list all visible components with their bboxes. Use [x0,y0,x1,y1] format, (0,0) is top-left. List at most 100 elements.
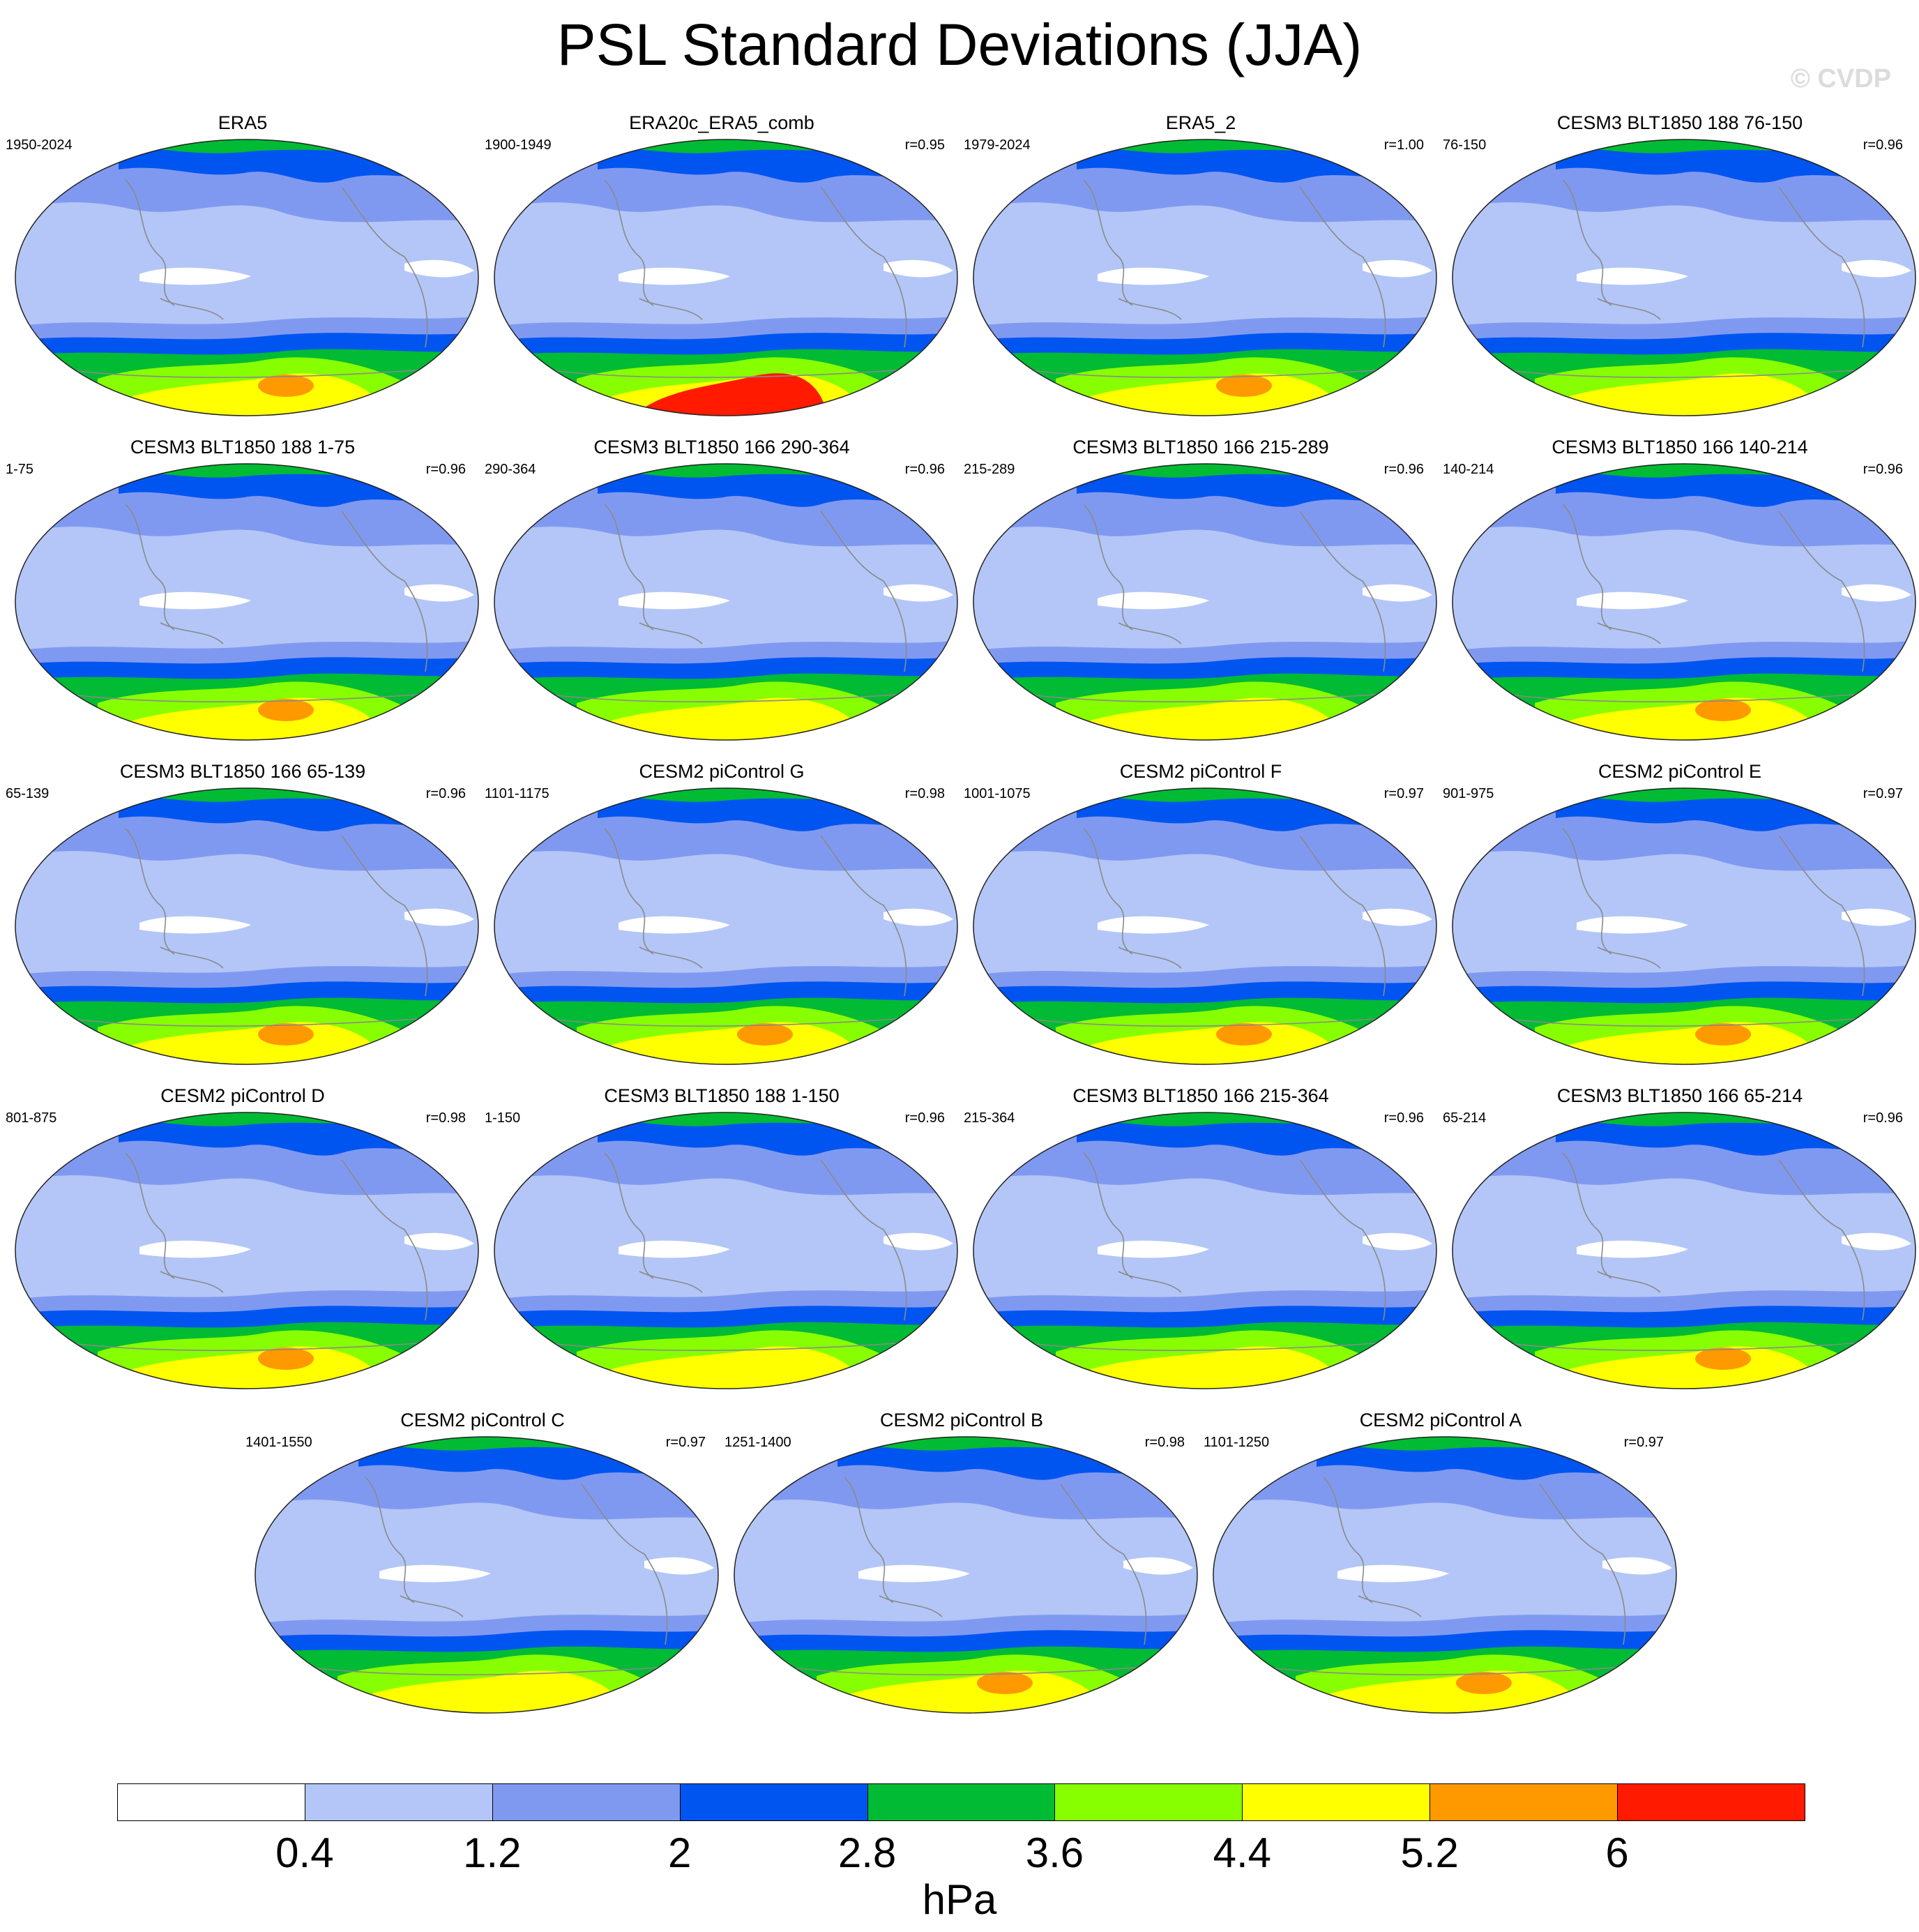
panel-years: 1101-1250 [1204,1435,1270,1450]
coastline-maritime [1358,1595,1422,1617]
coastline-asia [604,1152,654,1279]
coastline-maritime [1118,1271,1182,1293]
psl-patch-below-0.4 [404,1232,474,1251]
world-map [494,1112,958,1389]
psl-patch-below-0.4 [404,259,474,278]
world-map [734,1436,1198,1714]
colorbar-swatch [1617,1783,1805,1821]
coastline-americas [1299,511,1386,672]
coastline-maritime [160,298,224,320]
coastline-americas [1539,1484,1626,1645]
psl-patch-below-0.4 [1098,591,1209,610]
coastline-maritime [1118,298,1182,320]
panel-title: CESM2 piControl C [400,1410,565,1431]
coastline-antarctica [534,368,926,378]
psl-patch-below-0.4 [379,1564,491,1583]
panel-title: CESM2 piControl A [1359,1410,1522,1431]
map-panel: CESM3 BLT1850 188 1-75 1-75 r=0.96 [6,436,480,743]
coastline-asia [1562,828,1612,955]
panel-correlation: r=0.97 [1623,1435,1664,1450]
colorbar-swatch [679,1783,868,1821]
colorbar-swatch [304,1783,493,1821]
panel-title: CESM2 piControl F [1119,761,1282,782]
colorbar-tick-label: 1.2 [463,1829,522,1876]
psl-patch-below-0.4 [1577,267,1688,285]
colorbar-swatch [1054,1783,1243,1821]
colorbar-units: hPa [922,1876,997,1923]
colorbar-tick-label: 4.4 [1213,1829,1272,1876]
colorbar-tick-label: 2 [667,1829,692,1876]
panel-years: 1251-1400 [725,1435,791,1450]
coastline-asia [604,179,654,306]
panel-years: 801-875 [6,1110,57,1126]
psl-patch-below-0.4 [619,591,730,610]
coastline-americas [1299,1159,1386,1321]
psl-patch-below-0.4 [139,916,251,934]
panel-title: CESM3 BLT1850 188 76-150 [1556,112,1803,133]
psl-band-south-4.4-5.2 [1570,1022,1814,1064]
psl-max-5.2-6 [258,375,314,397]
map-panel: CESM2 piControl E 901-975 r=0.97 [1443,760,1917,1067]
panel-title: CESM2 piControl B [879,1410,1044,1431]
map-panel: CESM3 BLT1850 166 215-364 215-364 r=0.96 [964,1085,1438,1391]
psl-band-south-4.4-5.2 [612,697,856,740]
panel-years: 1001-1075 [964,786,1031,801]
panel-title: CESM3 BLT1850 166 65-214 [1556,1085,1803,1106]
panel-title: CESM3 BLT1850 166 65-139 [119,761,366,782]
psl-patch-below-0.4 [404,584,474,602]
panel-years: 1401-1550 [245,1435,312,1450]
coastline-antarctica [534,1016,926,1027]
panel-correlation: r=0.98 [425,1110,466,1126]
coastline-americas [1778,1159,1865,1321]
coastline-americas [820,511,907,672]
panel-correlation: r=0.98 [1144,1435,1185,1450]
coastline-americas [341,186,428,348]
coastline-asia [1083,1152,1133,1279]
psl-patch-below-0.4 [883,259,953,278]
coastline-asia [125,504,175,631]
panel-correlation: r=0.96 [1383,1110,1424,1126]
coastline-asia [1083,504,1133,631]
psl-patch-below-0.4 [619,267,730,285]
map-panel: CESM2 piControl G 1101-1175 r=0.98 [485,760,959,1067]
psl-max-5.2-6 [1695,1348,1751,1370]
psl-patch-below-0.4 [1842,259,1911,278]
panel-title: CESM2 piControl G [639,761,805,782]
coastline-antarctica [55,1341,447,1351]
map-border [15,139,479,416]
coastline-antarctica [1013,1016,1405,1027]
psl-patch-below-0.4 [139,267,251,285]
panel-correlation: r=0.97 [665,1435,706,1450]
colorbar-tick-label: 5.2 [1400,1829,1459,1876]
world-map [15,1112,479,1389]
psl-patch-below-0.4 [883,908,953,926]
panel-years: 901-975 [1443,786,1494,801]
map-panel: CESM2 piControl C 1401-1550 r=0.97 [245,1409,720,1716]
coastline-maritime [400,1595,464,1617]
coastline-antarctica [1492,692,1884,702]
map-panel: CESM3 BLT1850 188 1-150 1-150 r=0.96 [485,1085,959,1391]
psl-patch-below-0.4 [1842,1232,1911,1251]
map-border [1452,1112,1916,1389]
map-panel: ERA20c_ERA5_comb 1900-1949 r=0.95 [485,112,959,418]
map-border [494,463,958,741]
coastline-antarctica [1013,692,1405,702]
colorbar-swatch [117,1783,305,1821]
psl-patch-below-0.4 [619,1240,730,1258]
panel-title: ERA20c_ERA5_comb [629,112,814,133]
map-panel: ERA5_2 1979-2024 r=1.00 [964,112,1438,418]
coastline-americas [341,511,428,672]
map-border [1452,787,1916,1065]
panel-title: CESM3 BLT1850 166 215-289 [1072,437,1329,458]
panel-correlation: r=0.96 [425,786,466,801]
world-map [1452,463,1916,741]
psl-max-above-6 [632,373,828,416]
psl-band-south-4.4-5.2 [851,1670,1095,1713]
psl-patch-below-0.4 [1098,267,1209,285]
coastline-asia [1562,1152,1612,1279]
psl-patch-below-0.4 [139,591,251,610]
world-map [1452,139,1916,416]
coastline-maritime [879,1595,943,1617]
psl-patch-below-0.4 [1577,591,1688,610]
world-map [1452,787,1916,1065]
